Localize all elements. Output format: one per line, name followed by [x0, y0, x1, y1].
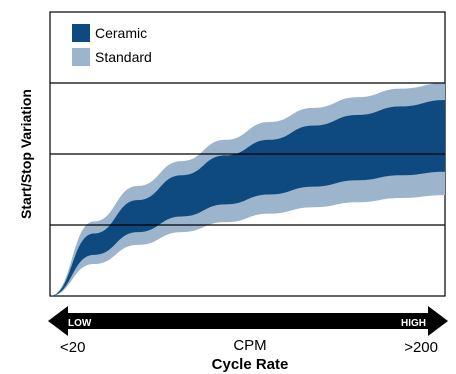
x-tick-left: <20	[60, 339, 85, 356]
legend-label-ceramic: Ceramic	[95, 25, 147, 41]
gridlines	[50, 82, 445, 226]
legend-swatch-standard	[72, 48, 90, 66]
arrow-label-high: HIGH	[401, 318, 426, 329]
low-high-arrow	[48, 306, 448, 336]
legend-swatch-ceramic	[72, 24, 90, 42]
x-unit-label: CPM	[233, 337, 266, 354]
legend-label-standard: Standard	[95, 49, 152, 65]
series-bands	[50, 83, 445, 296]
x-tick-right: >200	[404, 339, 438, 356]
band-ceramic	[50, 100, 445, 296]
arrow-label-low: LOW	[68, 318, 92, 329]
x-axis-label: Cycle Rate	[212, 356, 289, 373]
y-axis-label: Start/Stop Variation	[18, 89, 34, 219]
legend: Ceramic Standard	[72, 24, 152, 66]
